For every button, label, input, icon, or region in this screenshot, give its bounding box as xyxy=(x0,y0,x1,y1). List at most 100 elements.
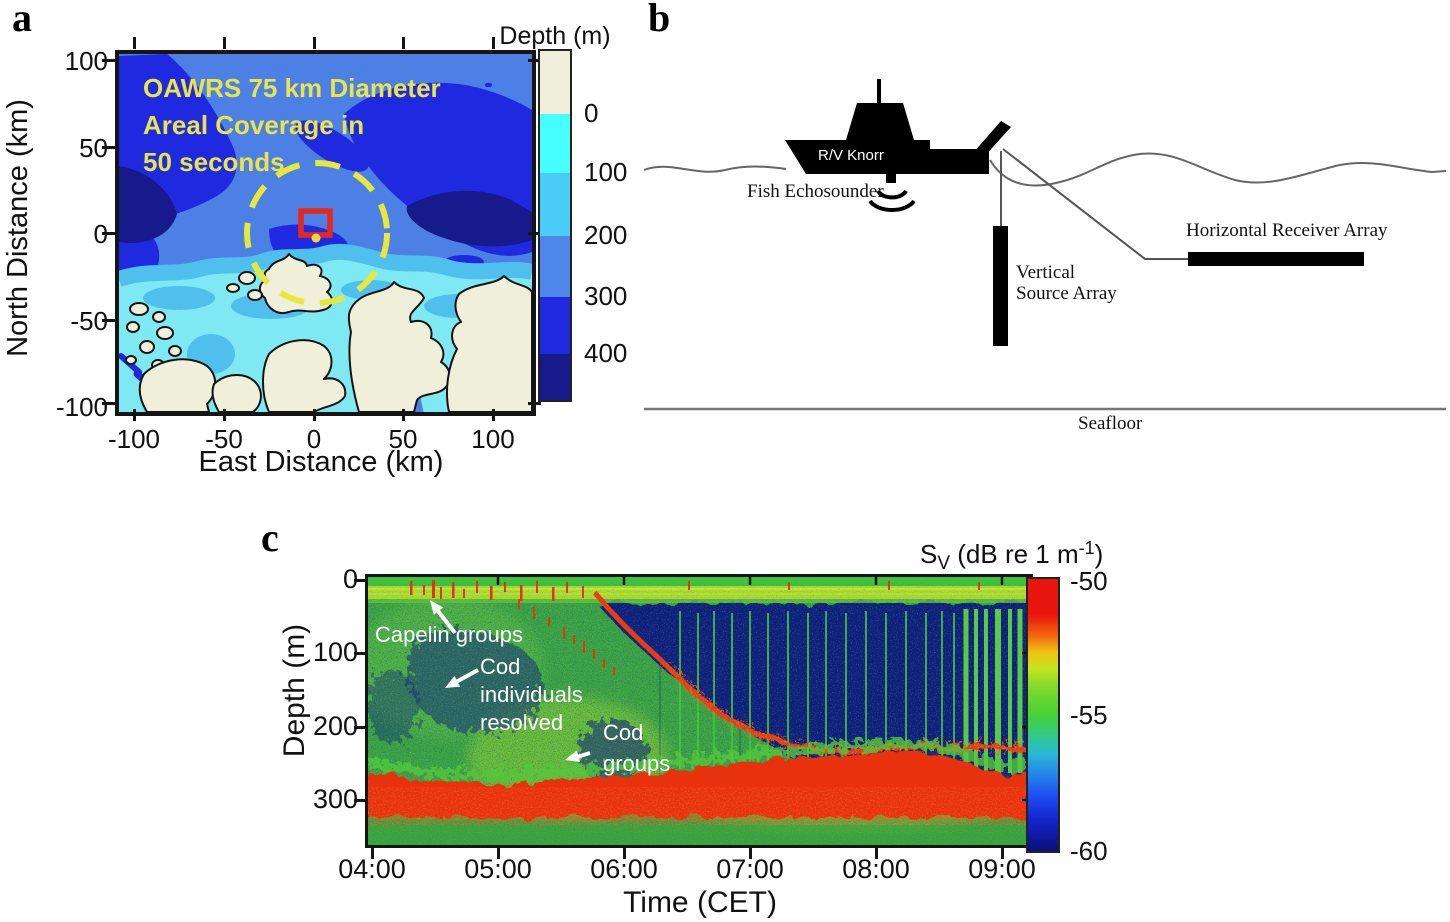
map-overlay-line2: Areal Coverage in xyxy=(143,110,365,140)
c-x-tick-0900: 09:00 xyxy=(968,854,1036,884)
cod-individuals-line1: Cod xyxy=(480,654,521,679)
a-colorbar-band-0-100 xyxy=(540,114,570,173)
c-colorbar xyxy=(1026,577,1060,853)
c-y-tick-0: 0 xyxy=(342,564,358,594)
c-x-tick-0800: 08:00 xyxy=(842,854,910,884)
ship-hull xyxy=(785,140,989,174)
capelin-annotation: Capelin groups xyxy=(375,622,523,647)
a-cb-tick-0: 0 xyxy=(584,98,599,128)
a-x-tickmark-top xyxy=(313,37,316,49)
c-y-tick-200: 200 xyxy=(312,711,358,741)
a-y-tickmark-right xyxy=(528,402,541,405)
a-x-tick-50: 50 xyxy=(388,424,418,454)
cod-groups-line2: groups xyxy=(603,751,671,776)
c-y-tickmark xyxy=(354,652,365,655)
a-x-tick-0: 0 xyxy=(306,424,322,454)
deployment-cables xyxy=(1000,148,1188,260)
echogram-graphic xyxy=(353,577,1032,845)
c-x-tickmark xyxy=(497,848,500,859)
c-y-tickmark xyxy=(354,726,365,729)
capelin-arrow-head xyxy=(430,600,444,615)
c-y-tick-100: 100 xyxy=(312,637,358,667)
a-cb-tick-300: 300 xyxy=(584,281,628,311)
bathymetry-map-graphic xyxy=(116,54,535,417)
a-y-tickmark xyxy=(102,59,115,62)
echosounder-transducer xyxy=(886,174,896,183)
c-y-axis-label: Depth (m) xyxy=(278,623,311,758)
c-y-tickmark xyxy=(354,799,365,802)
c-x-tickmark xyxy=(1001,848,1004,859)
c-cb-tick--50: -50 xyxy=(1070,566,1108,596)
a-x-tickmark xyxy=(492,409,495,421)
vertical-source-array-bar xyxy=(993,226,1008,346)
echo-capelin-red-marks xyxy=(410,580,980,675)
cod-groups-arrow-head xyxy=(565,750,581,762)
ship-stern-frame xyxy=(973,121,1011,158)
map-overlay-title: OAWRS 75 km Diameter Areal Coverage in 5… xyxy=(143,70,441,181)
a-colorbar-band-200-300 xyxy=(540,236,570,297)
a-y-tickmark-right xyxy=(528,59,541,62)
c-x-tick-0400: 04:00 xyxy=(338,854,406,884)
a-x-tickmark-top xyxy=(492,37,495,49)
a-y-tick--100: -100 xyxy=(55,392,108,422)
receiver-array-cable xyxy=(1002,148,1188,260)
research-vessel xyxy=(785,79,1011,183)
c-x-tick-0700: 07:00 xyxy=(716,854,784,884)
a-x-axis-label: East Distance (km) xyxy=(198,446,444,478)
a-colorbar-band-400plus xyxy=(540,354,570,400)
c-colorbar-title: SV (dB re 1 m-1) xyxy=(920,538,1103,575)
c-x-tickmark xyxy=(749,848,752,859)
c-x-tickmark xyxy=(371,848,374,859)
c-x-tick-0500: 05:00 xyxy=(464,854,532,884)
a-colorbar-band-land xyxy=(540,51,570,114)
panel-a-map: OAWRS 75 km Diameter Areal Coverage in 5… xyxy=(115,50,536,417)
ship-mast xyxy=(877,79,881,104)
a-x-tickmark-top xyxy=(133,37,136,49)
panel-a-letter: a xyxy=(12,0,32,40)
map-navy-deepest xyxy=(119,166,532,247)
echo-surface-band xyxy=(368,577,1030,603)
a-colorbar-title: Depth (m) xyxy=(499,22,611,50)
cod-individuals-arrow xyxy=(455,668,479,684)
cod-individuals-line2: individuals xyxy=(480,682,583,707)
echo-layer-spikes xyxy=(664,661,1030,756)
cod-individuals-arrow-head xyxy=(445,676,461,688)
a-x-tickmark xyxy=(402,409,405,421)
a-y-tick-100: 100 xyxy=(64,46,108,76)
sv-exponent: -1 xyxy=(1078,538,1095,558)
a-y-tickmark xyxy=(102,146,115,149)
panel-c-letter: c xyxy=(261,515,279,560)
a-y-tickmark xyxy=(102,402,115,405)
cod-groups-annotation: Cod groups xyxy=(603,717,670,779)
a-cb-tick-200: 200 xyxy=(584,220,628,250)
sea-surface-line xyxy=(643,152,1447,187)
ship-superstructure xyxy=(846,103,914,140)
a-x-tickmark xyxy=(313,409,316,421)
cod-groups-line1: Cod xyxy=(603,720,644,745)
c-cb-tick--60: -60 xyxy=(1070,836,1108,866)
source-location-dot xyxy=(311,233,321,243)
a-x-tick--100: -100 xyxy=(107,424,161,454)
a-y-axis-label: North Distance (km) xyxy=(2,99,34,357)
a-y-tick-50: 50 xyxy=(79,133,108,163)
survey-coverage-circle xyxy=(244,160,390,306)
c-y-tickmark xyxy=(354,579,365,582)
c-cb-tick--55: -55 xyxy=(1070,700,1108,730)
a-x-tickmark xyxy=(223,409,226,421)
a-colorbar-band-300-400 xyxy=(540,297,570,354)
c-y-tick-300: 300 xyxy=(312,784,358,814)
c-x-tickmark xyxy=(623,848,626,859)
cod-groups-arrow xyxy=(576,751,591,759)
map-overlay-line1: OAWRS 75 km Diameter xyxy=(143,73,441,103)
c-x-tickmark xyxy=(875,848,878,859)
a-x-tickmark-top xyxy=(223,37,226,49)
a-x-tick-100: 100 xyxy=(471,424,515,454)
annotation-arrows xyxy=(430,600,591,762)
map-land xyxy=(125,253,533,413)
horizontal-array-label: Horizontal Receiver Array xyxy=(1186,220,1388,241)
capelin-arrow xyxy=(436,609,457,635)
panel-c-echogram: Capelin groups Cod individuals resolved … xyxy=(353,574,1033,848)
map-coastal-sky-band xyxy=(116,243,535,287)
a-y-tickmark xyxy=(102,232,115,235)
